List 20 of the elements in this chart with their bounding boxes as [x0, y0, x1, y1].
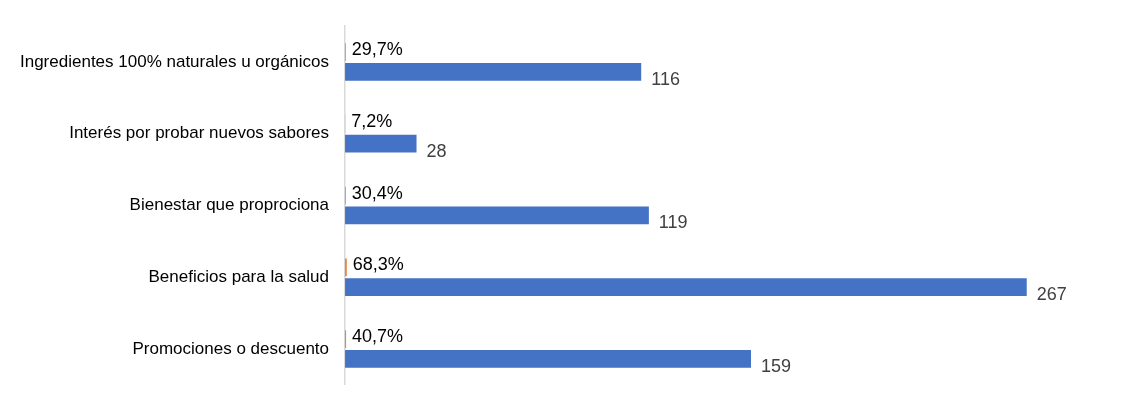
data-label: 30,4%: [351, 182, 403, 203]
data-label: 7,2%: [351, 110, 393, 131]
bar: [345, 278, 1027, 296]
bar: [345, 134, 417, 153]
data-label: 116: [651, 68, 680, 89]
y-tick-label: Ingredientes 100% naturales u orgánicos: [19, 51, 330, 71]
y-tick-label: Promociones o descuento: [132, 338, 330, 358]
data-label: 28: [426, 140, 447, 161]
data-label: 159: [761, 355, 792, 376]
data-label: 29,7%: [351, 39, 403, 60]
bar: [345, 63, 642, 81]
data-label: 267: [1036, 284, 1067, 305]
bar: [345, 206, 649, 225]
bar: [345, 349, 751, 368]
y-tick-label: Interés por probar nuevos sabores: [69, 123, 330, 143]
data-label: 68,3%: [352, 254, 404, 275]
y-tick-label: Bienestar que proprociona: [129, 195, 330, 215]
y-tick-label: Beneficios para la salud: [148, 266, 330, 286]
data-label: 119: [658, 212, 688, 233]
data-label: 40,7%: [352, 326, 404, 347]
